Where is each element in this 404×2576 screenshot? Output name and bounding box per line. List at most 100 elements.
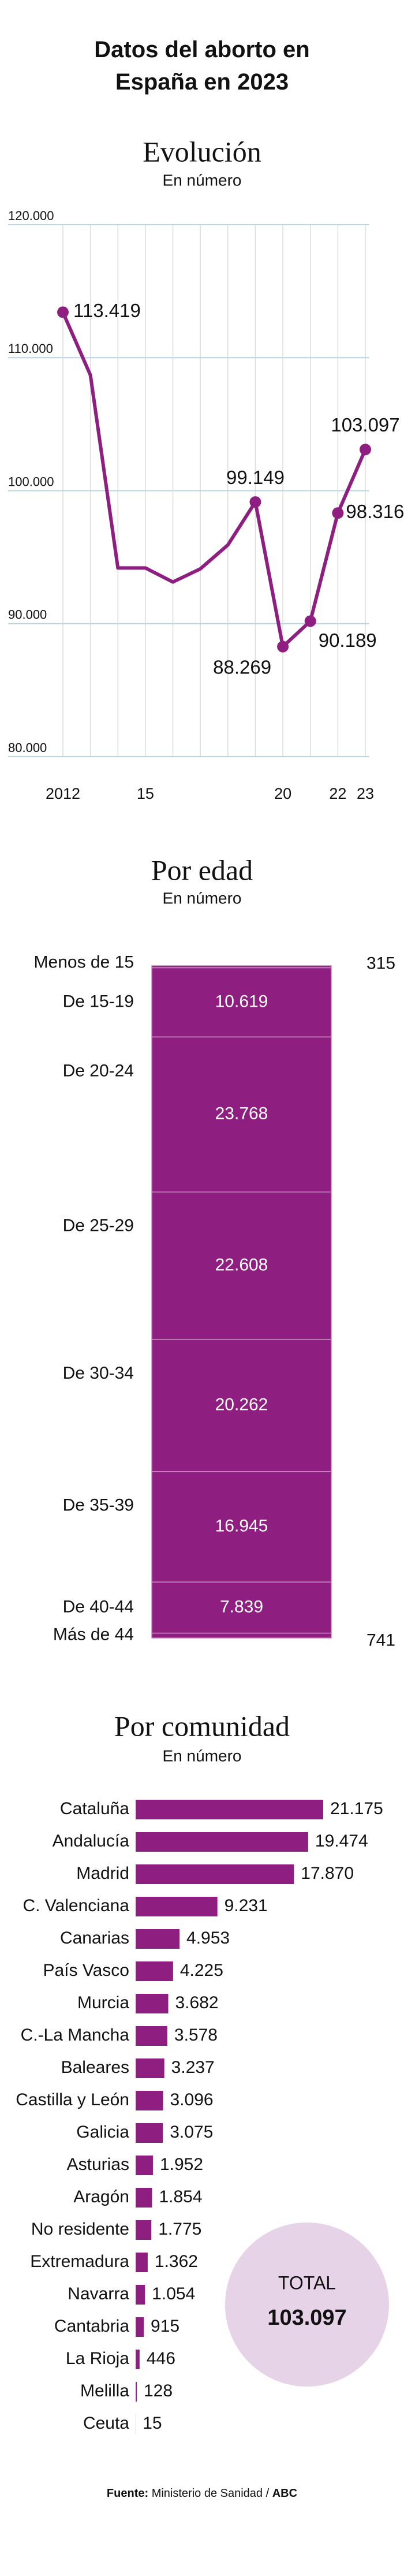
chart-subtitle: En número [163,1747,242,1765]
category-label: Navarra [68,2284,129,2303]
category-label: Murcia [77,1993,129,2012]
bar [136,1800,323,1819]
value-label: 3.682 [175,1993,219,2012]
value-label: 4.953 [186,1929,230,1948]
category-label: Ceuta [83,2414,129,2433]
x-tick-label: 20 [274,785,291,802]
category-label: Más de 44 [53,1625,134,1644]
x-tick-label: 22 [329,785,346,802]
bar [136,2091,163,2110]
value-label: 19.474 [315,1832,368,1851]
point [249,496,261,508]
x-tick-label: 23 [357,785,374,802]
category-label: Cantabria [54,2317,129,2336]
segment [151,1632,332,1639]
value-label: 128 [144,2381,173,2400]
category-label: Aragón [73,2187,129,2206]
category-label: Baleares [61,2058,129,2077]
total-label: TOTAL [278,2272,336,2293]
total-circle [225,2223,389,2387]
segment [151,1192,332,1340]
bar [136,2156,153,2175]
value-label: 15 [143,2414,162,2433]
category-label: De 40-44 [63,1597,134,1616]
value-label: 1.362 [155,2252,198,2271]
bar [136,1961,173,1981]
category-label: País Vasco [43,1961,129,1980]
value-label: 3.578 [174,2026,218,2045]
value-label: 1.854 [159,2187,202,2206]
category-label: Menos de 15 [34,953,134,972]
chart-title: Evolución [143,135,261,167]
bar [136,2382,137,2402]
bar [136,2317,144,2337]
value-label: 23.768 [215,1104,268,1123]
value-label: 20.262 [215,1395,268,1414]
category-label: Canarias [60,1929,129,1948]
value-label: 21.175 [330,1799,383,1818]
data-label: 99.149 [226,467,285,488]
value-label: 3.075 [170,2123,213,2142]
value-label: 17.870 [301,1864,354,1883]
category-label: No residente [31,2220,129,2239]
y-tick-label: 110.000 [8,341,53,356]
category-label: Extremadura [30,2252,129,2271]
data-label: 113.419 [73,300,141,321]
bar [136,1897,218,1916]
bar [136,2253,148,2272]
point [332,507,344,519]
value-label: 741 [366,1631,395,1650]
category-label: De 30-34 [63,1364,134,1383]
segment [151,1339,332,1472]
value-label: 315 [366,954,395,973]
value-label: 10.619 [215,992,268,1011]
category-label: De 35-39 [63,1496,134,1515]
bar [136,2026,167,2046]
chart-title: Por comunidad [114,1710,290,1742]
bar [136,2123,163,2143]
point [57,306,69,318]
bar [136,2285,145,2305]
value-label: 446 [147,2349,175,2368]
category-label: Madrid [76,1864,129,1883]
data-label: 103.097 [331,414,399,435]
value-label: 16.945 [215,1516,268,1535]
total-value: 103.097 [267,2306,346,2330]
bar [136,2188,152,2208]
page-title: Datos del aborto en España en 2023 [94,37,310,95]
point [360,444,371,456]
category-label: De 25-29 [63,1216,134,1235]
point [304,615,316,627]
value-label: 915 [151,2317,179,2336]
value-label: 4.225 [180,1961,223,1980]
value-label: 3.237 [171,2058,215,2077]
source-prefix: Fuente: [107,2487,148,2500]
category-label: La Rioja [66,2349,129,2368]
chart-subtitle: En número [163,171,242,189]
bar [136,2220,152,2240]
bar [136,1929,180,1949]
bar [136,1864,294,1884]
data-label: 90.189 [319,630,377,651]
category-label: Cataluña [60,1799,129,1818]
data-label: 88.269 [213,656,271,677]
chart-title: Por edad [151,854,253,886]
value-label: 1.054 [152,2284,195,2303]
value-label: 1.775 [158,2220,201,2239]
y-tick-label: 120.000 [8,209,54,223]
value-label: 7.839 [220,1597,263,1616]
segment [151,1036,332,1193]
category-label: Asturias [67,2155,129,2174]
category-label: Andalucía [53,1832,130,1851]
bar [136,2350,140,2369]
data-label: 98.316 [346,501,404,522]
line [61,311,367,649]
value-label: 1.952 [160,2155,203,2174]
bar [136,2058,164,2078]
source-brand: ABC [272,2487,297,2500]
x-tick-label: 2012 [46,785,80,802]
category-label: C.-La Mancha [21,2026,130,2045]
category-label: Castilla y León [16,2090,129,2109]
y-tick-label: 100.000 [8,474,54,489]
